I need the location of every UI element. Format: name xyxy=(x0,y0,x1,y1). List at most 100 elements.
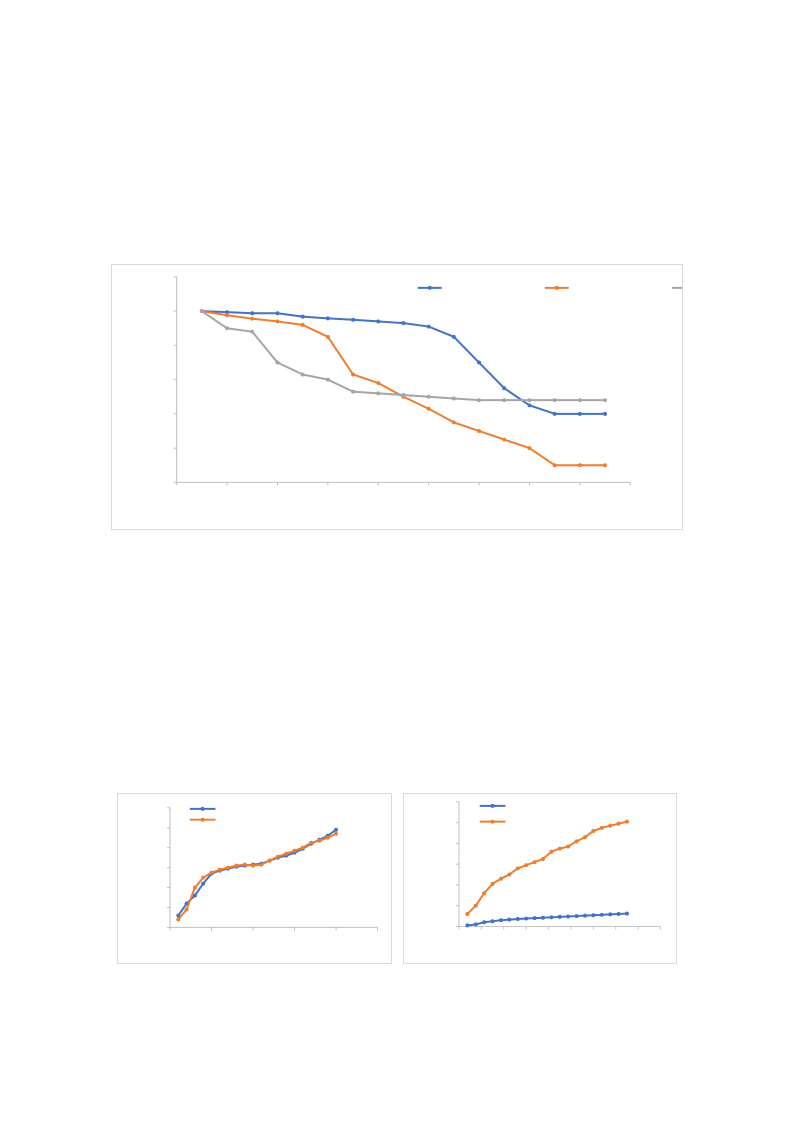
data-point xyxy=(532,916,537,921)
chart-top-plot xyxy=(173,276,682,486)
data-point xyxy=(540,915,545,920)
data-point xyxy=(351,389,356,394)
data-point xyxy=(259,862,264,867)
data-point xyxy=(498,876,503,881)
data-point xyxy=(527,403,532,408)
data-point xyxy=(557,846,562,851)
data-point xyxy=(552,411,557,416)
data-point xyxy=(351,317,356,322)
data-point xyxy=(284,851,289,856)
data-point xyxy=(574,839,579,844)
data-point xyxy=(300,322,305,327)
data-point xyxy=(566,844,571,849)
data-point xyxy=(603,463,608,468)
data-point xyxy=(250,311,255,316)
data-point xyxy=(502,386,507,391)
data-point xyxy=(608,823,613,828)
chart-bottom-right-plot xyxy=(455,801,662,930)
data-point xyxy=(603,411,608,416)
data-point xyxy=(275,360,280,365)
data-point xyxy=(199,309,204,314)
data-point xyxy=(217,867,222,872)
data-point xyxy=(482,891,487,896)
data-point xyxy=(574,914,579,919)
data-point xyxy=(192,893,197,898)
data-point xyxy=(300,845,305,850)
data-point xyxy=(275,311,280,316)
data-point xyxy=(624,911,629,916)
chart-bottom-left-plot xyxy=(167,806,379,931)
data-point xyxy=(451,396,456,401)
series-line-2 xyxy=(200,310,607,467)
data-point xyxy=(334,831,339,836)
data-point xyxy=(490,881,495,886)
data-point xyxy=(184,907,189,912)
data-point xyxy=(582,835,587,840)
data-point xyxy=(267,858,272,863)
data-point xyxy=(242,862,247,867)
data-point xyxy=(624,819,629,824)
data-point xyxy=(477,360,482,365)
data-point xyxy=(292,848,297,853)
legend-marker-2 xyxy=(200,817,205,822)
data-point xyxy=(201,881,206,886)
data-point xyxy=(473,922,478,927)
data-point xyxy=(477,429,482,433)
data-point xyxy=(275,319,280,324)
data-point xyxy=(451,420,456,425)
chart-bottom-left xyxy=(117,793,392,964)
data-point xyxy=(524,863,529,868)
legend-marker-1 xyxy=(490,803,495,808)
data-point xyxy=(549,849,554,854)
data-point xyxy=(527,398,532,403)
data-point xyxy=(201,875,206,880)
data-point xyxy=(275,854,280,859)
data-point xyxy=(527,446,532,451)
data-point xyxy=(176,913,181,918)
data-point xyxy=(582,913,587,918)
data-point xyxy=(334,827,339,832)
chart-bottom-right xyxy=(403,793,677,964)
data-point xyxy=(426,394,431,399)
data-point xyxy=(566,914,571,919)
data-point xyxy=(226,865,231,870)
data-point xyxy=(300,372,305,377)
data-point xyxy=(225,326,230,331)
data-point xyxy=(603,398,608,403)
data-point xyxy=(490,919,495,924)
data-point xyxy=(317,838,322,843)
data-point xyxy=(451,334,456,339)
data-point xyxy=(502,437,507,442)
data-point xyxy=(250,329,255,334)
series-line-2 xyxy=(466,820,628,915)
data-point xyxy=(608,912,613,917)
data-point xyxy=(507,872,512,877)
data-point xyxy=(351,372,356,377)
data-point xyxy=(376,381,381,386)
data-point xyxy=(376,319,381,324)
chart-top xyxy=(111,264,683,530)
data-point xyxy=(300,314,305,319)
data-point xyxy=(176,917,181,922)
legend-marker-2 xyxy=(490,819,495,824)
data-point xyxy=(309,840,314,845)
data-point xyxy=(549,915,554,920)
data-point xyxy=(532,860,537,865)
data-point xyxy=(577,398,582,403)
data-point xyxy=(502,398,507,403)
legend-marker-2 xyxy=(554,285,559,290)
data-point xyxy=(426,406,431,411)
data-point xyxy=(577,463,582,468)
data-point xyxy=(234,863,239,868)
data-point xyxy=(465,912,470,916)
data-point xyxy=(552,463,557,468)
data-point xyxy=(473,903,478,908)
data-point xyxy=(577,411,582,416)
data-point xyxy=(325,835,330,840)
legend-marker-1 xyxy=(200,806,205,811)
data-point xyxy=(482,920,487,925)
data-point xyxy=(591,913,596,918)
data-point xyxy=(209,870,214,875)
data-point xyxy=(591,828,596,833)
data-point xyxy=(401,393,406,398)
